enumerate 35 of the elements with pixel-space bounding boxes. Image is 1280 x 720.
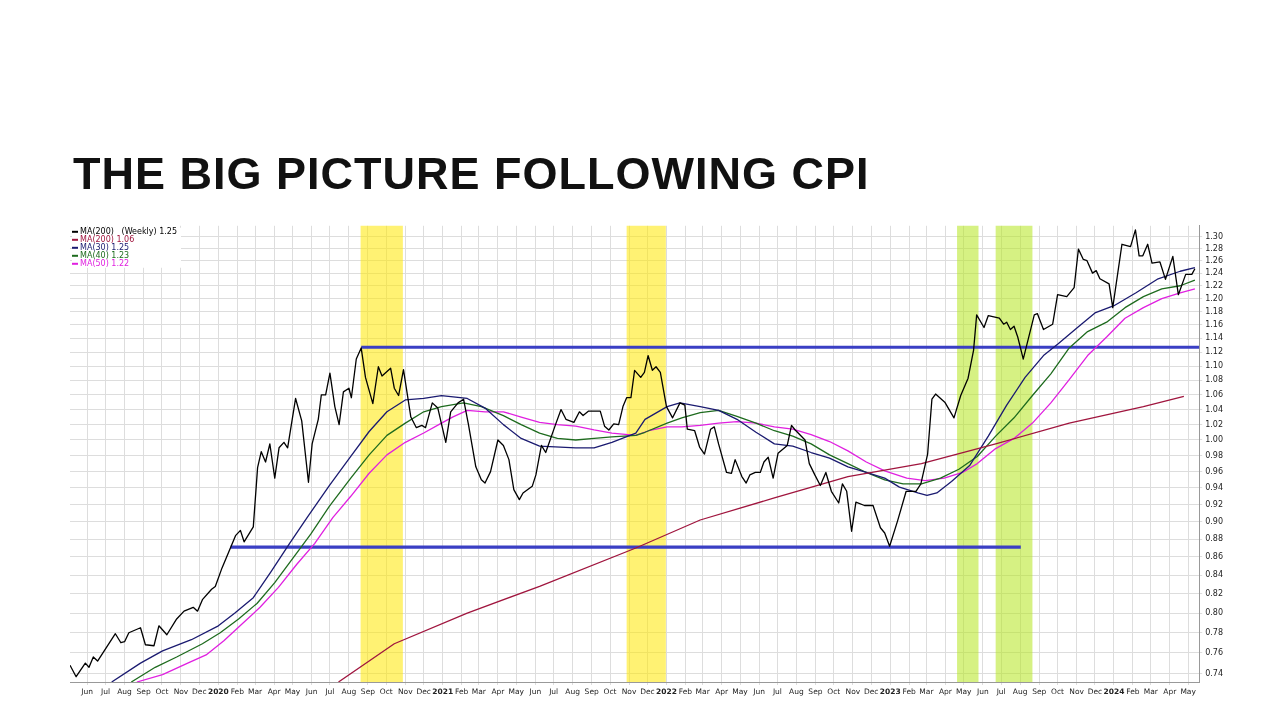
y-tick-label: 1.08	[1205, 375, 1223, 385]
y-tick-label: 0.94	[1205, 483, 1223, 493]
y-tick-label: 1.14	[1205, 333, 1223, 343]
y-tick-label: 1.04	[1205, 404, 1223, 414]
legend-label: MA(200) (Weekly) 1.25	[80, 226, 177, 236]
y-tick-label: 1.20	[1205, 293, 1223, 303]
chart-title: THE BIG PICTURE FOLLOWING CPI	[73, 148, 870, 200]
y-tick-label: 1.00	[1205, 435, 1223, 445]
y-tick-label: 0.80	[1205, 608, 1223, 618]
y-tick-label: 1.02	[1205, 419, 1223, 429]
y-tick-label: 0.92	[1205, 499, 1223, 509]
y-tick-label: 0.88	[1205, 534, 1223, 544]
y-tick-label: 0.74	[1205, 668, 1223, 678]
y-tick-label: 1.28	[1205, 243, 1223, 253]
y-tick-label: 1.16	[1205, 319, 1223, 329]
y-tick-label: 1.26	[1205, 255, 1223, 265]
y-tick-label: 0.82	[1205, 589, 1223, 599]
y-tick-label: 1.24	[1205, 268, 1223, 278]
y-tick-label: 1.18	[1205, 306, 1223, 316]
y-tick-label: 1.22	[1205, 280, 1223, 290]
legend-label: MA(40) 1.23	[80, 250, 130, 260]
legend-label: MA(30) 1.25	[80, 242, 130, 252]
legend-label: MA(200) 1.06	[80, 234, 135, 244]
y-tick-label: 0.98	[1205, 450, 1223, 460]
y-tick-label: 1.30	[1205, 231, 1223, 241]
y-tick-label: 0.76	[1205, 647, 1223, 657]
y-tick-label: 1.06	[1205, 389, 1223, 399]
y-tick-label: 0.86	[1205, 552, 1223, 562]
y-tick-label: 1.10	[1205, 361, 1223, 371]
y-tick-label: 0.84	[1205, 570, 1223, 580]
legend-label: MA(50) 1.22	[80, 258, 130, 268]
y-tick-label: 0.96	[1205, 466, 1223, 476]
y-tick-label: 1.12	[1205, 347, 1223, 357]
y-tick-label: 0.78	[1205, 627, 1223, 637]
y-tick-label: 0.90	[1205, 516, 1223, 526]
